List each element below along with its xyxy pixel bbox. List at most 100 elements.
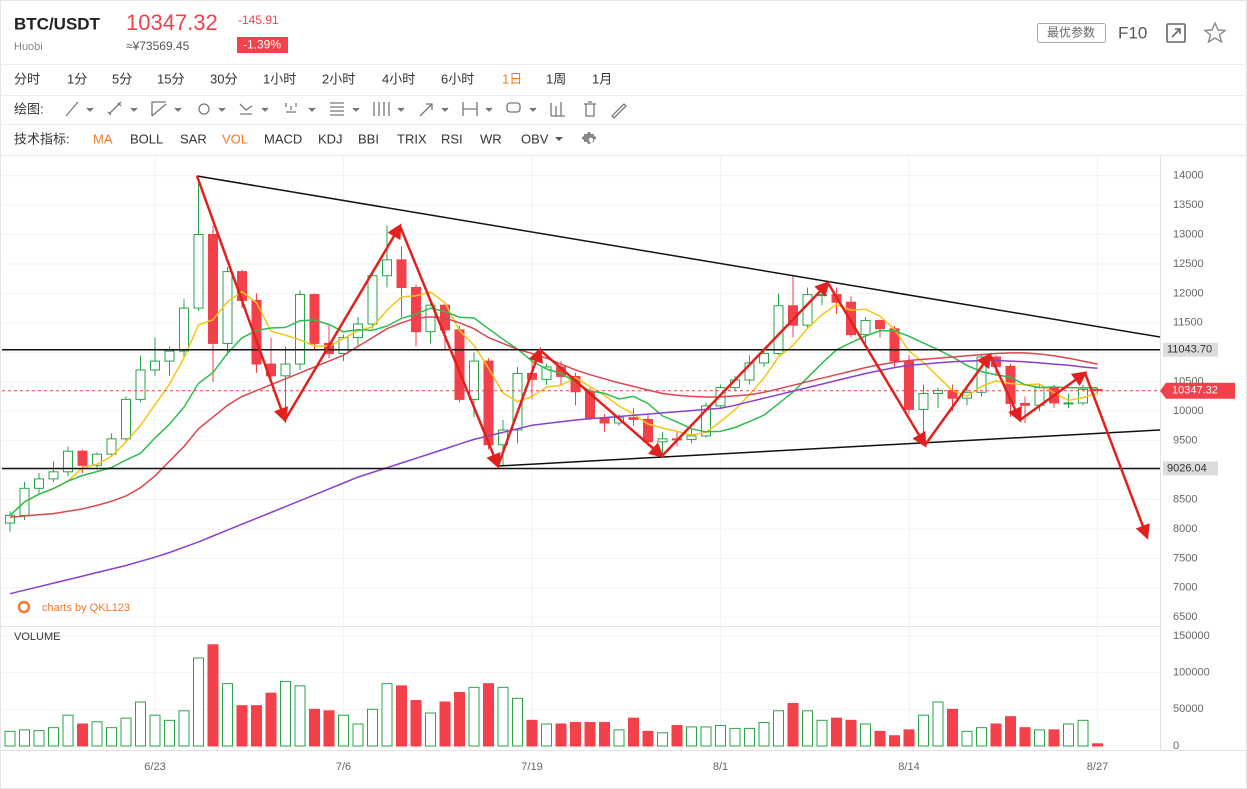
volume-bar [512, 697, 523, 747]
candle-body [208, 234, 218, 344]
volume-bar [961, 730, 973, 747]
f10-button[interactable]: F10 [1118, 23, 1147, 42]
price-line-label: 11043.70 [1167, 344, 1212, 356]
volume-bar [1077, 719, 1089, 747]
volume-bar [526, 719, 538, 747]
y-tick-label: 6500 [1173, 611, 1197, 623]
volume-bar [149, 714, 161, 747]
volume-bar [555, 723, 567, 747]
timeframe-tab[interactable]: 4小时 [382, 71, 415, 86]
indicator-tab[interactable]: BBI [358, 131, 379, 146]
dropdown-caret[interactable] [555, 137, 563, 141]
volume-tick-label: 150000 [1173, 630, 1210, 642]
indicator-tab[interactable]: SAR [180, 131, 207, 146]
volume-bar [918, 714, 929, 747]
volume-bar [642, 730, 654, 747]
timeframe-tab[interactable]: 分时 [14, 71, 40, 86]
indicator-tab[interactable]: VOL [222, 131, 248, 146]
volume-bar [294, 685, 306, 747]
symbol: BTC/USDT [14, 14, 101, 33]
volume-bar [62, 714, 74, 747]
timeframe-tab[interactable]: 5分 [112, 71, 132, 86]
volume-bar [787, 702, 799, 747]
volume-bar [33, 730, 45, 747]
candle-body [541, 366, 552, 380]
indicator-tab[interactable]: WR [480, 131, 502, 146]
candle-body [295, 294, 305, 365]
timeframe-tab[interactable]: 1日 [502, 71, 522, 86]
price-line-tag [1163, 342, 1218, 357]
candle-body [701, 405, 711, 437]
volume-bar [613, 729, 625, 747]
moving-average [9, 359, 1098, 595]
volume-title: VOLUME [14, 631, 60, 643]
timeframe-tab[interactable]: 15分 [157, 71, 184, 86]
candle-body [875, 319, 885, 330]
annotations [195, 175, 1161, 540]
price-line-tag [1163, 461, 1218, 476]
candle-body [1020, 403, 1030, 406]
volume-bar [367, 708, 378, 747]
drawing-tools[interactable] [65, 101, 627, 119]
volume-bar [686, 726, 697, 747]
y-tick-label: 8500 [1173, 493, 1197, 505]
indicator-tab[interactable]: BOLL [130, 131, 163, 146]
timeframe-tab[interactable]: 30分 [210, 71, 237, 86]
indicator-tab[interactable]: OBV [521, 131, 549, 146]
candle-body [817, 294, 827, 297]
volume-bar [425, 712, 436, 747]
timeframe-tab[interactable]: 2小时 [322, 71, 355, 86]
timeframe-tab[interactable]: 1月 [592, 71, 612, 86]
expand-icon[interactable] [1166, 23, 1186, 43]
volume-bar [744, 727, 755, 747]
volume-bar [874, 730, 886, 747]
indicator-tab[interactable]: TRIX [397, 131, 427, 146]
timeframe-tab[interactable]: 6小时 [441, 71, 474, 86]
volume-bar [410, 700, 422, 747]
volume-bar [439, 701, 451, 747]
favorite-icon[interactable] [1203, 21, 1227, 44]
exchange: Huobi [14, 41, 43, 53]
volume-bar [396, 685, 407, 747]
volume-bar [178, 710, 190, 747]
volume-bar [1063, 723, 1074, 747]
indicator-tab[interactable]: MA [93, 131, 113, 146]
timeframe-tab[interactable]: 1分 [67, 71, 87, 86]
params-button[interactable]: 最优参数 [1047, 25, 1095, 40]
x-tick-label: 8/1 [713, 761, 728, 773]
y-tick-label: 11500 [1173, 317, 1203, 329]
volume-bar [1048, 729, 1060, 747]
indicator-tab[interactable]: KDJ [318, 131, 343, 146]
volume-bar [990, 723, 1002, 747]
volume-bar [1034, 729, 1045, 747]
candle-body [657, 438, 668, 443]
indicator-tab[interactable]: MACD [264, 131, 302, 146]
candle-body [222, 271, 233, 344]
volume-bar [802, 710, 813, 747]
volume-bar [120, 717, 132, 747]
volume-bar [715, 724, 726, 747]
y-tick-label: 12500 [1173, 258, 1204, 270]
volume-bar [1019, 727, 1031, 747]
timeframe-tab[interactable]: 1周 [546, 71, 566, 86]
candle-body [193, 234, 204, 309]
indicator-tab[interactable]: RSI [441, 131, 463, 146]
volume-bar [454, 691, 465, 747]
volume-bar [657, 732, 668, 747]
volume-bar [135, 701, 146, 747]
candle-body [77, 450, 88, 466]
timeframe-tab[interactable]: 1小时 [263, 71, 296, 86]
volume-bar [222, 683, 233, 747]
candle-body [150, 360, 160, 371]
last-price-tag [1160, 382, 1235, 399]
price-cny: ≈¥73569.45 [126, 39, 190, 53]
volume-bar [1092, 743, 1103, 747]
params-button-frame[interactable] [1037, 23, 1106, 43]
volume-bar [1005, 716, 1016, 747]
volume-bar [497, 686, 509, 747]
y-tick-label: 7000 [1173, 582, 1197, 594]
volume-bar [251, 705, 262, 747]
y-tick-label: 10000 [1173, 405, 1204, 417]
candle-body [744, 362, 755, 381]
